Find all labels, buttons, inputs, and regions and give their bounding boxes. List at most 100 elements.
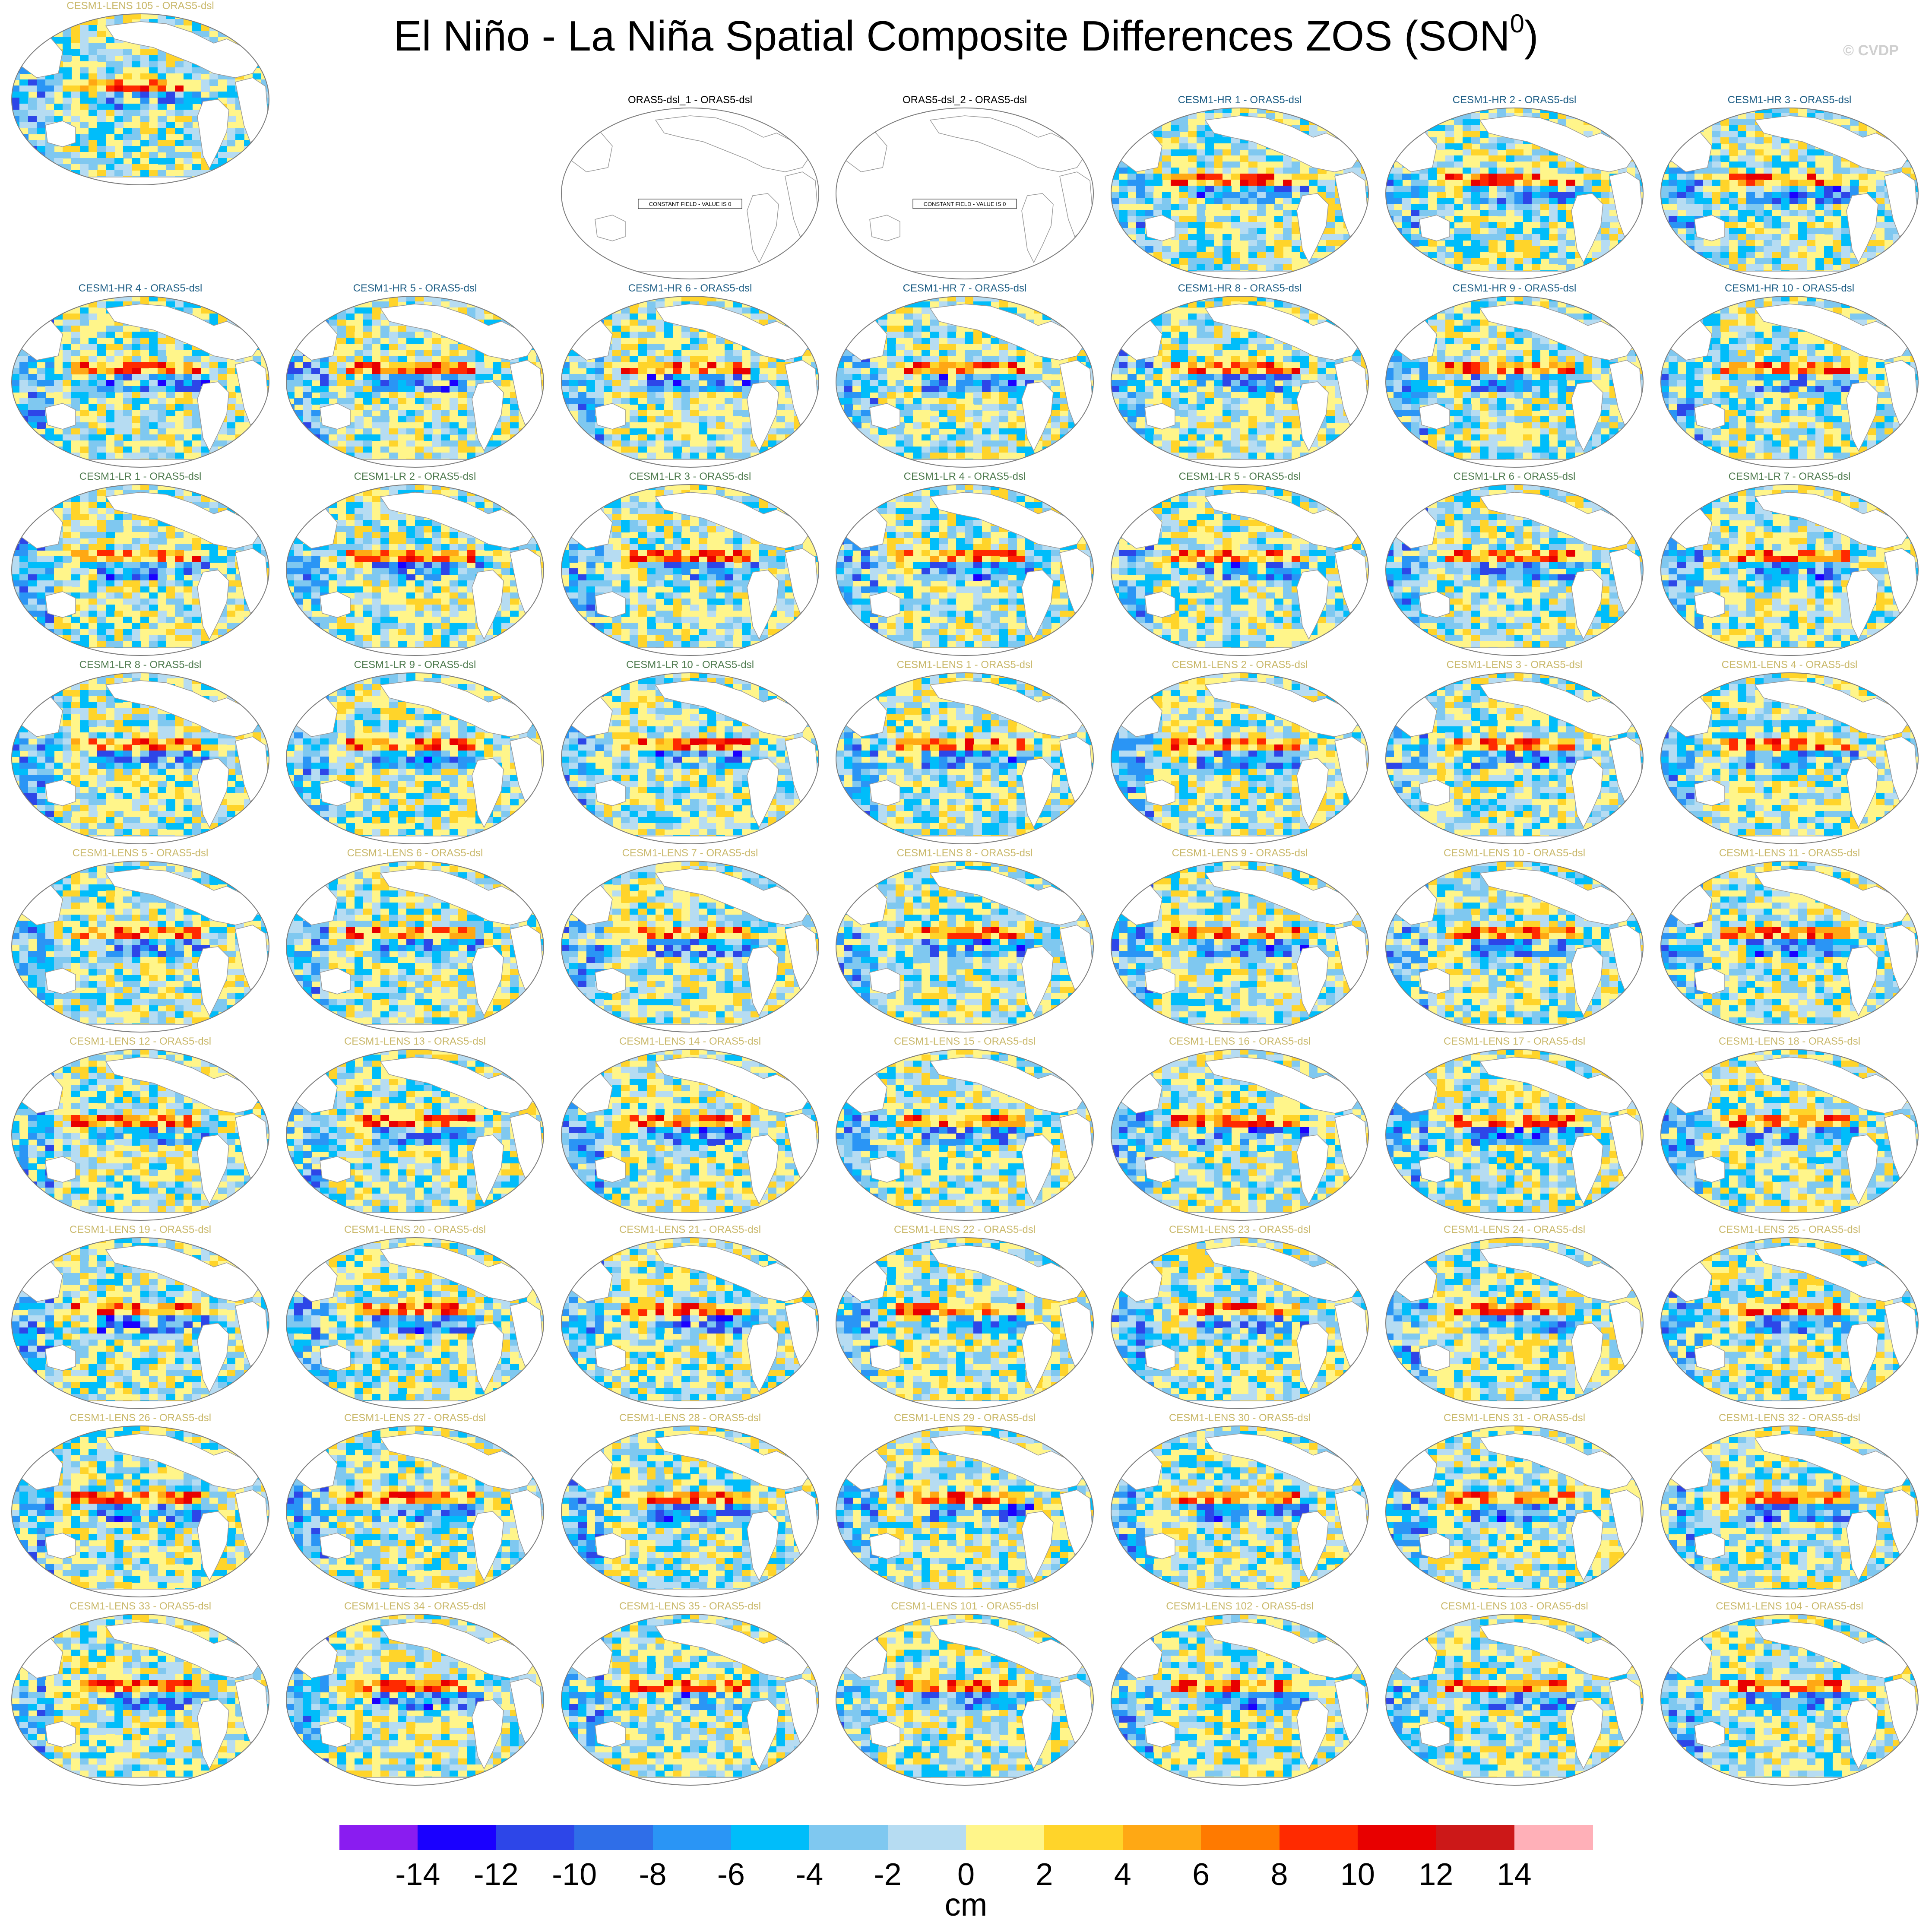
map-outline: [286, 1049, 544, 1221]
ocean-field: [561, 1238, 819, 1409]
world-map: [286, 861, 544, 1033]
land-mass: [869, 779, 900, 806]
map-outline: [11, 1049, 269, 1221]
world-map: [11, 861, 269, 1033]
map-panel: CESM1-LENS 3 - ORAS5-dsl: [1381, 659, 1648, 845]
land-mass: [1204, 680, 1362, 737]
map-panel: CESM1-LENS 18 - ORAS5-dsl: [1656, 1036, 1923, 1221]
colorbar-tick-label: 10: [1340, 1857, 1375, 1892]
land-mass: [1204, 1622, 1362, 1679]
map-outline: [836, 672, 1094, 844]
land-mass: [1204, 492, 1362, 549]
land-mass: [105, 21, 262, 78]
panel-title: CESM1-LENS 17 - ORAS5-dsl: [1381, 1036, 1648, 1048]
land-mass: [595, 403, 626, 430]
land-mass: [929, 115, 1086, 172]
land-mass: [655, 492, 812, 549]
land-mass: [1204, 1245, 1362, 1302]
map-panel: CESM1-LR 8 - ORAS5-dsl: [6, 659, 274, 845]
colorbar-tick-label: 2: [1036, 1857, 1053, 1892]
panel-title: CESM1-LENS 6 - ORAS5-dsl: [281, 847, 549, 859]
land-mass: [1144, 1344, 1175, 1371]
land-mass: [1419, 215, 1450, 241]
map-panel: CESM1-HR 8 - ORAS5-dsl: [1106, 282, 1374, 468]
world-map: [1111, 672, 1369, 844]
colorbar-segment: [1279, 1825, 1358, 1850]
land-mass: [1479, 1433, 1636, 1490]
land-mass: [929, 1057, 1086, 1114]
map-outline: [561, 484, 819, 656]
land-mass: [869, 403, 900, 430]
panel-title: CESM1-LR 7 - ORAS5-dsl: [1656, 471, 1923, 483]
land-mass: [869, 1344, 900, 1371]
land-mass: [45, 779, 76, 806]
map-panel: CESM1-LENS 102 - ORAS5-dsl: [1106, 1600, 1374, 1786]
land-mass: [1846, 1511, 1878, 1581]
panel-title: CESM1-LENS 104 - ORAS5-dsl: [1656, 1600, 1923, 1612]
land-mass: [595, 1156, 626, 1183]
colorbar: [339, 1825, 1593, 1850]
land-mass: [1754, 492, 1911, 549]
map-outline: [11, 861, 269, 1033]
ocean-field: [561, 673, 819, 844]
colorbar-tick-label: -12: [474, 1857, 519, 1892]
page-title-close: ): [1524, 12, 1539, 60]
world-map: CONSTANT FIELD - VALUE IS 0: [836, 108, 1094, 279]
land-mass: [45, 1721, 76, 1748]
world-map: [836, 484, 1094, 656]
world-map: [286, 1049, 544, 1221]
map-panel: CESM1-HR 6 - ORAS5-dsl: [556, 282, 824, 468]
panel-title: CESM1-LR 1 - ORAS5-dsl: [6, 471, 274, 483]
land-mass: [869, 215, 900, 241]
land-mass: [1144, 215, 1175, 241]
land-mass: [1479, 1622, 1636, 1679]
map-outline: [836, 1049, 1094, 1221]
world-map: [836, 861, 1094, 1033]
map-panel: CESM1-LENS 27 - ORAS5-dsl: [281, 1412, 549, 1598]
world-map: [1385, 672, 1644, 844]
colorbar-segment: [652, 1825, 732, 1850]
ocean-field: [1111, 485, 1368, 656]
land-mass: [472, 381, 504, 452]
world-map: [286, 296, 544, 468]
land-mass: [1694, 1344, 1725, 1371]
land-mass: [1296, 946, 1329, 1017]
world-map: [286, 1237, 544, 1409]
colorbar-segment: [1122, 1825, 1202, 1850]
world-map: [11, 484, 269, 656]
world-map: [11, 672, 269, 844]
land-mass: [105, 1245, 262, 1302]
land-mass: [1419, 779, 1450, 806]
panel-title: CESM1-LENS 24 - ORAS5-dsl: [1381, 1224, 1648, 1236]
panel-title: CESM1-LENS 7 - ORAS5-dsl: [556, 847, 824, 859]
map-panel: CESM1-LENS 16 - ORAS5-dsl: [1106, 1036, 1374, 1221]
panel-title: CESM1-HR 8 - ORAS5-dsl: [1106, 282, 1374, 295]
map-outline: [11, 672, 269, 844]
map-panel: CESM1-HR 3 - ORAS5-dsl: [1656, 94, 1923, 280]
map-outline: [1660, 108, 1919, 279]
map-outline: [11, 1425, 269, 1597]
map-panel: CESM1-LR 1 - ORAS5-dsl: [6, 471, 274, 656]
land-mass: [320, 403, 351, 430]
ocean-field: [836, 108, 1093, 279]
panel-title: CESM1-LENS 30 - ORAS5-dsl: [1106, 1412, 1374, 1424]
map-outline: [561, 1049, 819, 1221]
panel-title: CESM1-LR 9 - ORAS5-dsl: [281, 659, 549, 671]
land-mass: [1479, 868, 1636, 925]
land-mass: [869, 968, 900, 995]
map-outline: [1111, 1237, 1369, 1409]
land-mass: [1754, 1057, 1911, 1114]
land-mass: [1571, 1699, 1603, 1770]
world-map: [561, 484, 819, 656]
map-panel: CESM1-LENS 10 - ORAS5-dsl: [1381, 847, 1648, 1033]
map-outline: [286, 1614, 544, 1786]
world-map: [1385, 296, 1644, 468]
land-mass: [929, 1622, 1086, 1679]
world-map: [286, 1425, 544, 1597]
panel-title: CESM1-LENS 10 - ORAS5-dsl: [1381, 847, 1648, 859]
map-outline: [1660, 484, 1919, 656]
constant-field-label: CONSTANT FIELD - VALUE IS 0: [649, 201, 732, 207]
land-mass: [1754, 680, 1911, 737]
map-panel: CESM1-HR 1 - ORAS5-dsl: [1106, 94, 1374, 280]
map-panel: CESM1-LENS 31 - ORAS5-dsl: [1381, 1412, 1648, 1598]
